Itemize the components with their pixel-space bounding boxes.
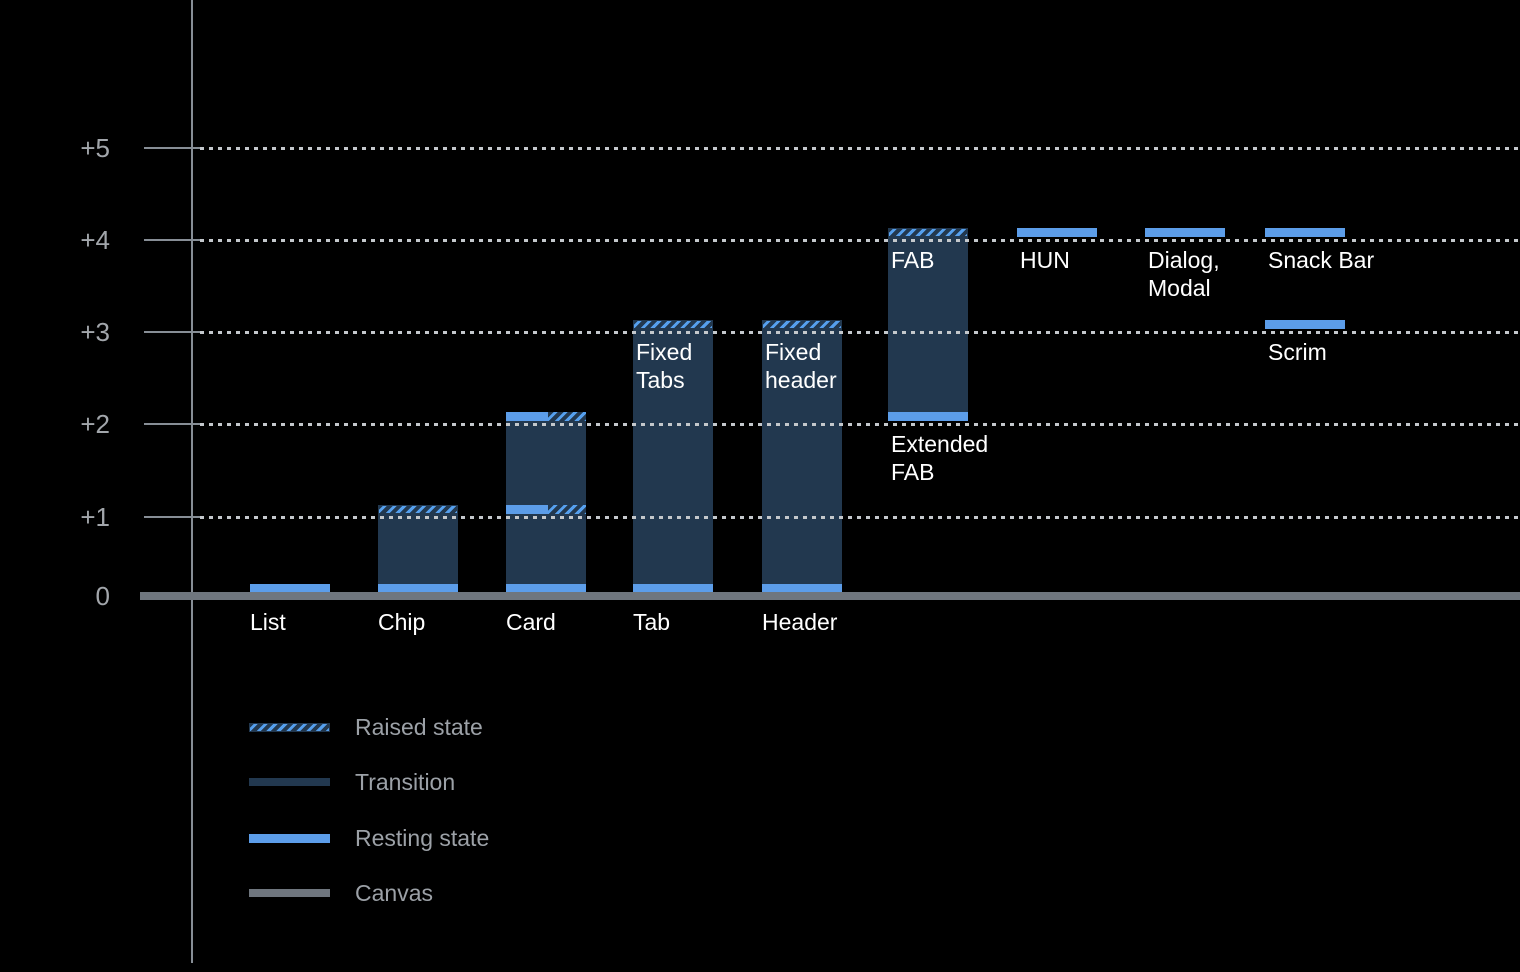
bar-label-hun: HUN [1020,246,1070,274]
legend-label-resting: Resting state [355,824,490,851]
bar-label-line: Extended [891,431,989,457]
bar-header [762,320,842,593]
category-label-card: Card [506,609,556,635]
y-axis-line [191,0,193,963]
gridline-+4 [200,239,1520,242]
legend-swatch-resting-icon [249,833,330,843]
gridline-+2 [200,423,1520,426]
bar-label-line: FAB [891,459,935,485]
raised-band-tab [633,320,713,329]
bar-label-line: Dialog, [1148,247,1220,273]
bar-label-line: Fixed [636,339,693,365]
transition-segment-header [762,320,842,593]
category-label-tab: Tab [633,609,671,635]
raised-band-chip [378,505,458,514]
bar-label-line: FAB [891,247,935,273]
legend-item-raised: Raised state [249,699,483,755]
resting-band-scrim [1265,320,1345,329]
y-tick-+5 [144,147,200,149]
legend-item-resting: Resting state [249,810,489,866]
y-tick-+3 [144,331,200,333]
legend-swatch-raised-icon [249,722,330,732]
bar-card [506,412,586,593]
y-tick-label-+2: +2 [80,409,110,439]
resting-band-hun [1017,228,1097,237]
transition-segment-chip [378,505,458,593]
y-tick-+2 [144,423,200,425]
resting-band-dialog-modal [1145,228,1225,237]
legend-item-transition: Transition [249,754,455,810]
y-tick-label-+3: +3 [80,317,110,347]
bar-list [250,584,330,593]
y-tick-label-+1: +1 [80,502,110,532]
bar-label-line: Scrim [1268,339,1327,365]
resting-raised-band-card-level-2 [506,412,586,421]
raised-band-extended-fab [888,228,968,237]
legend-label-transition: Transition [355,768,456,795]
resting-band-header [762,584,842,593]
legend-swatch-transition-icon [249,778,330,786]
raised-band-header [762,320,842,329]
bar-scrim [1265,320,1345,329]
gridline-+5 [200,147,1520,150]
resting-band-chip [378,584,458,593]
gridline-+3 [200,331,1520,334]
raised-half [547,505,586,514]
legend-swatch-canvas-icon [249,889,330,897]
bar-snack-bar [1265,228,1345,237]
bar-label-line: Tabs [636,367,685,393]
category-label-list: List [250,609,286,635]
bar-label-extended-fab: Extended FAB [891,430,988,486]
y-tick-+1 [144,516,200,518]
transition-segment-tab [633,320,713,593]
y-tick-label-+4: +4 [80,225,110,255]
resting-band-list [250,584,330,593]
bar-label-line: HUN [1020,247,1070,273]
gridline-+1 [200,516,1520,519]
category-label-chip: Chip [378,609,426,635]
bar-extended-fab [888,228,968,421]
resting-half [506,412,548,421]
raised-half [547,412,586,421]
bar-label-scrim: Scrim [1268,338,1327,366]
bar-label-dialog-modal: Dialog, Modal [1148,246,1220,302]
bar-tab [633,320,713,593]
bar-label-tab: Fixed Tabs [636,338,692,394]
bar-chip [378,505,458,593]
resting-band-extended-fab [888,412,968,421]
legend-item-canvas: Canvas [249,865,433,921]
legend-label-raised: Raised state [355,713,483,740]
bar-label-header: Fixed header [765,338,837,394]
bar-hun [1017,228,1097,237]
resting-band-card [506,584,586,593]
resting-raised-band-card-level-1 [506,505,586,514]
y-tick-+4 [144,239,200,241]
transition-segment-card [506,412,586,593]
bar-label-line: Snack Bar [1268,247,1375,273]
bar-label-line: header [765,367,837,393]
bar-label-line: Fixed [765,339,822,365]
legend-label-canvas: Canvas [355,879,433,906]
bar-label-snack-bar: Snack Bar [1268,246,1374,274]
category-label-header: Header [762,609,838,635]
resting-half [506,505,548,514]
resting-band-tab [633,584,713,593]
resting-band-snack-bar [1265,228,1345,237]
bar-dialog-modal [1145,228,1225,237]
bar-label-extended-fab: FAB [891,246,934,274]
transition-segment-extended-fab [888,228,968,421]
y-tick-label-0: 0 [95,581,110,611]
bar-label-line: Modal [1148,275,1211,301]
canvas-baseline [140,592,1520,600]
y-tick-label-+5: +5 [80,133,110,163]
